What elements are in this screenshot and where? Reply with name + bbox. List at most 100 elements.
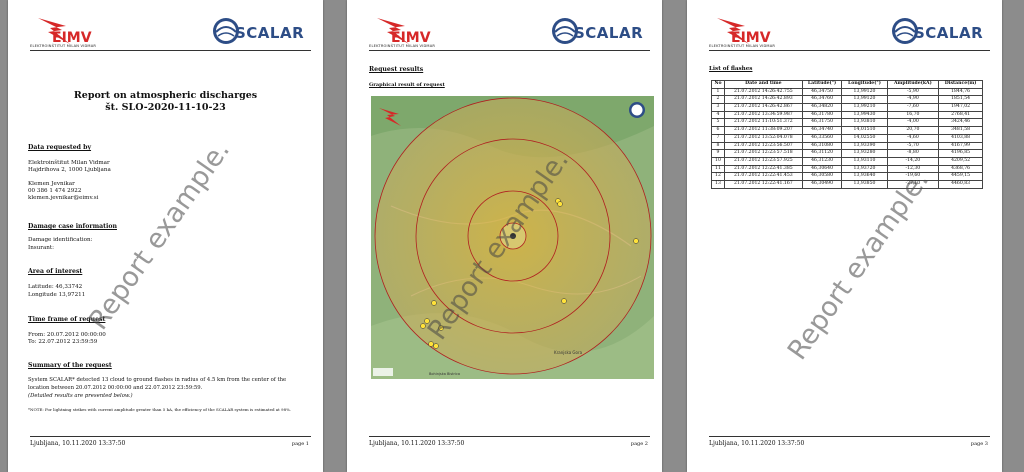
scalar-logo-text: SCALAR (574, 24, 644, 42)
table-cell: -4,60 (886, 133, 940, 143)
insurant: Insurant: (28, 245, 55, 251)
table-cell: 21.07.2012 13:52:04.078 (723, 133, 803, 143)
table-cell: 46,31780 (801, 110, 843, 120)
footer-divider (30, 436, 311, 437)
table-body: 1 21.07.2012 14:26:42.755 46,34750 13,99120… (711, 87, 983, 189)
report-title: Report on atmospheric discharges št. SLO… (8, 90, 323, 114)
map-attribution: Bohinjska Bistrica (429, 372, 460, 376)
requester-phone: 00 386 1 474 2922 (28, 188, 82, 194)
table-cell: 13,93850 (841, 179, 888, 189)
table-cell: 2 (711, 95, 725, 105)
page-number: page 3 (970, 441, 988, 447)
table-cell: 4196,85 (938, 149, 983, 158)
table-cell: 8 (711, 141, 725, 151)
table-row: 6 21.07.2012 11:38:09.207 46,34740 14,01510… (711, 126, 983, 135)
table-cell: 21.07.2012 11:38:09.207 (723, 126, 803, 135)
header-divider (369, 50, 650, 51)
table-row: 10 21.07.2012 12:23:57.925 46,31230 13,9311… (711, 156, 983, 166)
column-header: No (711, 80, 725, 89)
scalar-logo-icon (892, 18, 918, 44)
column-header: Latitude(°) (801, 80, 843, 89)
table-row: 7 21.07.2012 13:52:04.078 46,33560 14,02550… (711, 133, 983, 143)
flash-markers (420, 198, 639, 349)
column-header: Amplitude(kA) (886, 80, 940, 89)
table-cell: 46,30490 (801, 179, 843, 189)
table-cell: -5,70 (886, 141, 940, 151)
header-divider (30, 50, 311, 51)
table-cell: 46,30640 (801, 164, 843, 174)
scalar-logo-icon (213, 18, 239, 44)
table-cell: 13,93640 (841, 172, 888, 181)
table-cell: 13,99210 (841, 103, 888, 112)
table-row: 1 21.07.2012 14:26:42.755 46,34750 13,99120… (711, 87, 983, 97)
summary-line1: System SCALAR* detected 13 cloud to grou… (28, 377, 287, 383)
area-latitude: Latitude: 46,33742 (28, 284, 83, 290)
table-cell: 4 (711, 110, 725, 120)
table-cell: 13,93810 (841, 118, 888, 128)
table-cell: 13,93390 (841, 141, 888, 151)
header-divider (709, 50, 990, 51)
requester-org: Elektroinštitut Milan Vidmar (28, 160, 110, 166)
table-cell: 46,31750 (801, 118, 843, 128)
table-cell: 14,02550 (841, 133, 888, 143)
area-heading: Area of interest (28, 268, 83, 275)
table-cell: 1 (711, 87, 725, 97)
table-cell: 4167,99 (938, 141, 983, 151)
table-cell: 6 (711, 126, 725, 135)
report-page-1: EIMV ELEKTROINŠTITUT MILAN VIDMAR SCALAR… (8, 0, 323, 472)
table-cell: -4,90 (886, 95, 940, 105)
graphical-result-subheading: Graphical result of request (369, 82, 445, 88)
table-cell: 1844,76 (938, 87, 983, 97)
table-cell: 46,31120 (801, 149, 843, 158)
table-cell: 46,34760 (801, 95, 843, 105)
table-cell: 21.07.2012 12:23:56.507 (723, 141, 803, 151)
table-cell: 2768,41 (938, 110, 983, 120)
footer-divider (709, 436, 990, 437)
eimv-logo-text: EIMV (731, 30, 771, 46)
table-cell: 21.07.2012 12:22:41.385 (723, 164, 803, 174)
flashes-table: No Date and time Latitude(°) Longitude(°) Am… (711, 80, 983, 189)
table-cell: 13,99430 (841, 110, 888, 120)
table-row: 11 21.07.2012 12:22:41.385 46,30640 13,9372… (711, 164, 983, 174)
table-cell: 10 (711, 156, 725, 166)
table-header-row: No Date and time Latitude(°) Longitude(°) Am… (711, 80, 983, 89)
summary-line2: location between 20.07.2012 00:00:00 and… (28, 385, 203, 391)
table-cell: -8,80 (886, 149, 940, 158)
table-cell: 3 (711, 103, 725, 112)
table-cell: 13,93110 (841, 156, 888, 166)
table-row: 12 21.07.2012 12:22:41.453 46,30580 13,9364… (711, 172, 983, 181)
table-cell: 16,70 (886, 110, 940, 120)
table-cell: 11 (711, 164, 725, 174)
report-title-line1: Report on atmospheric discharges (73, 90, 258, 101)
table-row: 8 21.07.2012 12:23:56.507 46,31080 13,93390… (711, 141, 983, 151)
table-cell: -4,00 (886, 118, 940, 128)
table-cell: 13,93720 (841, 164, 888, 174)
footer-date: Ljubljana, 10.11.2020 13:37:50 (369, 440, 465, 447)
report-number: št. SLO-2020-11-10-23 (105, 102, 226, 113)
table-row: 4 21.07.2012 13:34:59.987 46,31780 13,99430… (711, 110, 983, 120)
table-cell: 14,01510 (841, 126, 888, 135)
table-cell: 21.07.2012 14:26:42.755 (723, 87, 803, 97)
table-row: 2 21.07.2012 14:26:42.893 46,34760 13,99120… (711, 95, 983, 105)
scalar-logo-text: SCALAR (235, 24, 305, 42)
table-row: 3 21.07.2012 14:26:42.867 46,34820 13,99210… (711, 103, 983, 112)
timeframe-heading: Time frame of request (28, 316, 106, 323)
eimv-subtitle: ELEKTROINŠTITUT MILAN VIDMAR (709, 44, 776, 48)
eimv-logo: EIMV (377, 18, 431, 46)
summary-heading: Summary of the request (28, 362, 112, 369)
table-cell: 21.07.2012 12:23:57.925 (723, 156, 803, 166)
requester-address: Hajdrihova 2, 1000 Ljubljana (28, 167, 111, 173)
table-cell: 21.07.2012 14:26:42.867 (723, 103, 803, 112)
table-cell: 21.07.2012 11:10:51.372 (723, 118, 803, 128)
table-cell: 46,34820 (801, 103, 843, 112)
scalar-logo-text: SCALAR (914, 24, 984, 42)
table-cell: 9 (711, 149, 725, 158)
table-cell: 46,30580 (801, 172, 843, 181)
requester-email: klemen.jevnikar@eimv.si (28, 195, 99, 201)
footer-divider (369, 436, 650, 437)
table-cell: 21.07.2012 14:26:42.893 (723, 95, 803, 105)
column-header: Distance(m) (938, 80, 983, 89)
table-cell: 7 (711, 133, 725, 143)
table-cell: 13 (711, 179, 725, 189)
table-cell: 4459,15 (938, 172, 983, 181)
